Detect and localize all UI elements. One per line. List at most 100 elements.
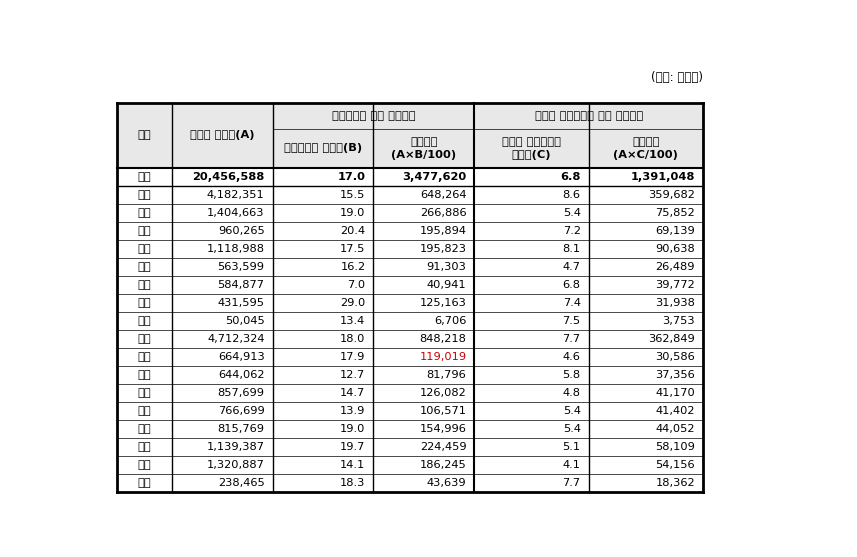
Text: 전남: 전남 [137,424,151,434]
Text: 195,894: 195,894 [419,226,466,236]
Text: 1,391,048: 1,391,048 [631,172,695,182]
Text: 12.7: 12.7 [340,370,365,380]
Text: 8.1: 8.1 [562,244,581,253]
Text: 1,320,887: 1,320,887 [207,460,265,470]
Text: 1,139,387: 1,139,387 [207,442,265,452]
Text: (단위: 가구수): (단위: 가구수) [650,71,703,84]
Text: 186,245: 186,245 [420,460,466,470]
Text: 경북: 경북 [137,442,151,452]
Text: 취학전 아동서비스 지원 대상가구: 취학전 아동서비스 지원 대상가구 [535,111,643,121]
Text: 4.6: 4.6 [563,352,581,361]
Text: 18.0: 18.0 [340,334,365,344]
Text: 18.3: 18.3 [340,478,365,488]
Text: 41,170: 41,170 [655,388,695,398]
Text: 58,109: 58,109 [655,442,695,452]
Text: 960,265: 960,265 [218,226,265,236]
Text: 6.8: 6.8 [563,280,581,290]
Text: 644,062: 644,062 [218,370,265,380]
Text: 54,156: 54,156 [656,460,695,470]
Text: 81,796: 81,796 [427,370,466,380]
Text: 19.0: 19.0 [340,208,365,218]
Text: 대구: 대구 [137,226,151,236]
Text: 359,682: 359,682 [648,189,695,199]
Text: 31,938: 31,938 [655,298,695,307]
Text: 69,139: 69,139 [655,226,695,236]
Text: 서울: 서울 [137,189,151,199]
Text: 91,303: 91,303 [427,262,466,272]
Text: 154,996: 154,996 [420,424,466,434]
Text: 취학전 아동서비스
필요율(C): 취학전 아동서비스 필요율(C) [502,136,561,160]
Text: 30,586: 30,586 [655,352,695,361]
Text: 5.4: 5.4 [563,208,581,218]
Text: 44,052: 44,052 [656,424,695,434]
Text: 17.5: 17.5 [340,244,365,253]
Text: 20,456,588: 20,456,588 [192,172,265,182]
Text: 20.4: 20.4 [340,226,365,236]
Text: 3,477,620: 3,477,620 [402,172,466,182]
Text: 266,886: 266,886 [420,208,466,218]
Text: 충북: 충북 [137,370,151,380]
Text: 광주: 광주 [137,262,151,272]
Text: 제주: 제주 [137,478,151,488]
Text: 대전: 대전 [137,280,151,290]
Text: 362,849: 362,849 [648,334,695,344]
Text: 강원: 강원 [137,352,151,361]
Text: 경남: 경남 [137,460,151,470]
Text: 14.7: 14.7 [340,388,365,398]
Text: 구분: 구분 [137,130,151,140]
Text: 857,699: 857,699 [218,388,265,398]
Text: 대상가구
(A×B/100): 대상가구 (A×B/100) [392,136,457,160]
Text: 40,941: 40,941 [427,280,466,290]
Text: 7.7: 7.7 [562,478,581,488]
Text: 세종: 세종 [137,316,151,326]
Text: 4,182,351: 4,182,351 [207,189,265,199]
Text: 664,913: 664,913 [218,352,265,361]
Text: 815,769: 815,769 [218,424,265,434]
Text: 경기: 경기 [137,334,151,344]
Text: 39,772: 39,772 [655,280,695,290]
Text: 5.4: 5.4 [563,424,581,434]
Text: 7.2: 7.2 [563,226,581,236]
Text: 50,045: 50,045 [225,316,265,326]
Text: 17.0: 17.0 [338,172,365,182]
Text: 224,459: 224,459 [420,442,466,452]
Text: 5.8: 5.8 [562,370,581,380]
Text: 26,489: 26,489 [656,262,695,272]
Text: 17.9: 17.9 [340,352,365,361]
Text: 19.0: 19.0 [340,424,365,434]
Text: 584,877: 584,877 [218,280,265,290]
Text: 4.7: 4.7 [563,262,581,272]
Text: 대상가구
(A×C/100): 대상가구 (A×C/100) [614,136,678,160]
Text: 사도별 가구수(A): 사도별 가구수(A) [189,130,255,140]
Text: 4.1: 4.1 [563,460,581,470]
Text: 19.7: 19.7 [340,442,365,452]
Text: 18,362: 18,362 [656,478,695,488]
Text: 431,595: 431,595 [218,298,265,307]
Text: 4.8: 4.8 [563,388,581,398]
Text: 16.2: 16.2 [340,262,365,272]
Text: 29.0: 29.0 [340,298,365,307]
Text: 8.6: 8.6 [563,189,581,199]
Text: 43,639: 43,639 [427,478,466,488]
Text: 3,753: 3,753 [662,316,695,326]
Text: 75,852: 75,852 [655,208,695,218]
Text: 848,218: 848,218 [420,334,466,344]
Text: 13.9: 13.9 [340,406,365,416]
Text: 7.5: 7.5 [562,316,581,326]
Text: 6,706: 6,706 [434,316,466,326]
Text: 15.5: 15.5 [340,189,365,199]
Text: 울산: 울산 [137,298,151,307]
Text: 90,638: 90,638 [655,244,695,253]
Text: 41,402: 41,402 [656,406,695,416]
Text: 전북: 전북 [137,406,151,416]
Text: 7.0: 7.0 [347,280,365,290]
Text: 인천: 인천 [137,244,151,253]
Text: 7.4: 7.4 [563,298,581,307]
Text: 1,404,663: 1,404,663 [207,208,265,218]
Text: 여성서비스 지원 대상가구: 여성서비스 지원 대상가구 [332,111,416,121]
Text: 563,599: 563,599 [218,262,265,272]
Text: 1,118,988: 1,118,988 [207,244,265,253]
Text: 전국: 전국 [137,172,151,182]
Text: 13.4: 13.4 [340,316,365,326]
Text: 여성서비스 필요율(B): 여성서비스 필요율(B) [284,143,362,153]
